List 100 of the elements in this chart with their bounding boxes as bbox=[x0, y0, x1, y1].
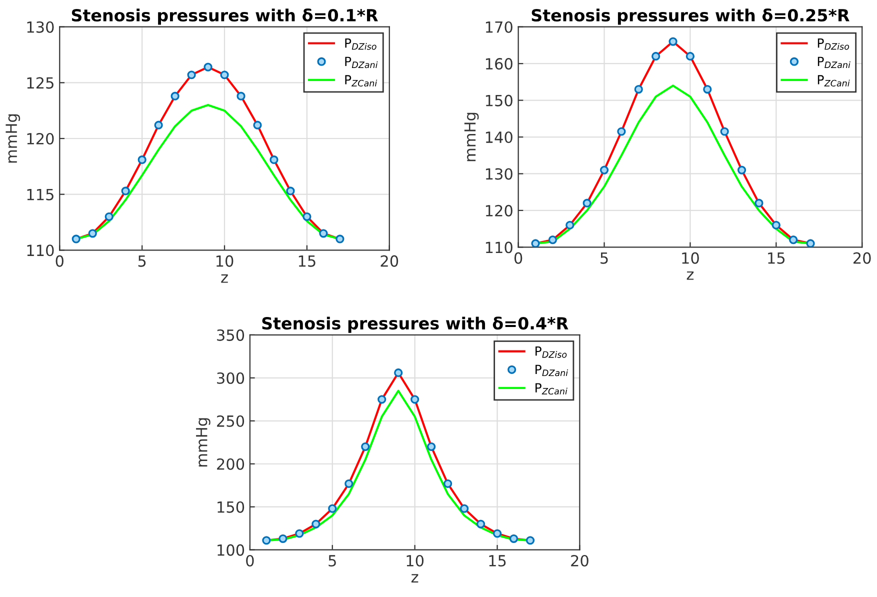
y-tick-label: 160 bbox=[486, 58, 512, 70]
point bbox=[361, 442, 370, 451]
y-tick-label: 350 bbox=[217, 329, 244, 341]
point bbox=[772, 220, 780, 230]
legend-label: P$_{DZani}$ bbox=[818, 56, 850, 68]
y-tick-label: 250 bbox=[217, 415, 244, 427]
y-tick-label: 110 bbox=[486, 242, 512, 254]
point bbox=[460, 504, 469, 513]
legend-label: P$_{ZCani}$ bbox=[345, 75, 378, 86]
point bbox=[617, 127, 626, 136]
point bbox=[668, 37, 678, 46]
point bbox=[600, 166, 609, 174]
y-tick-label: 125 bbox=[27, 77, 54, 89]
x-axis-title: z bbox=[686, 271, 694, 280]
point bbox=[492, 529, 502, 538]
point bbox=[737, 166, 746, 174]
x-tick-label: 10 bbox=[406, 554, 424, 567]
y-tick-label: 120 bbox=[486, 204, 512, 216]
y-axis-title: mmHg bbox=[6, 114, 20, 163]
point bbox=[236, 92, 246, 100]
y-tick-label: 150 bbox=[218, 501, 244, 513]
point bbox=[634, 84, 643, 94]
y-tick-label: 130 bbox=[486, 168, 512, 180]
point bbox=[789, 236, 798, 244]
x-tick-label: 20 bbox=[853, 252, 871, 264]
x-tick-label: 10 bbox=[216, 255, 234, 267]
y-tick-label: 300 bbox=[217, 372, 244, 384]
point bbox=[121, 186, 130, 196]
x-tick-label: 5 bbox=[138, 255, 146, 267]
point bbox=[220, 70, 229, 80]
x-tick-label: 10 bbox=[682, 252, 699, 264]
point bbox=[394, 368, 403, 378]
point bbox=[582, 198, 592, 208]
y-tick-label: 110 bbox=[27, 244, 54, 256]
point bbox=[509, 534, 518, 543]
point bbox=[138, 155, 146, 164]
point bbox=[286, 186, 295, 196]
x-tick-label: 15 bbox=[298, 255, 316, 267]
point bbox=[204, 62, 212, 72]
point bbox=[319, 229, 328, 238]
point bbox=[443, 479, 452, 488]
point bbox=[262, 536, 271, 545]
point bbox=[531, 239, 540, 248]
point bbox=[344, 479, 354, 488]
y-tick-label: 130 bbox=[27, 21, 54, 33]
point bbox=[410, 395, 420, 404]
point bbox=[548, 236, 557, 244]
legend-label: P$_{DZiso}$ bbox=[818, 38, 850, 50]
legend-label: P$_{DZani}$ bbox=[345, 56, 378, 68]
legend-label: P$_{DZiso}$ bbox=[536, 346, 567, 358]
y-tick-label: 150 bbox=[486, 94, 512, 106]
point bbox=[754, 198, 764, 208]
x-axis-title: z bbox=[221, 274, 228, 283]
point bbox=[187, 70, 196, 80]
x-tick-label: 5 bbox=[328, 555, 336, 567]
point bbox=[526, 536, 535, 545]
x-tick-label: 15 bbox=[489, 555, 506, 567]
y-tick-label: 170 bbox=[486, 21, 512, 33]
chart-title: Stenosis pressures with δ=0.4*R bbox=[262, 316, 568, 333]
point bbox=[336, 234, 344, 244]
point bbox=[703, 84, 712, 94]
x-tick-label: 20 bbox=[380, 255, 398, 267]
point bbox=[652, 52, 660, 61]
x-axis-title: z bbox=[411, 574, 418, 582]
chart-title: Stenosis pressures with δ=0.1*R bbox=[72, 8, 378, 25]
x-tick-label: 5 bbox=[600, 252, 608, 264]
legend-label: P$_{DZiso}$ bbox=[345, 38, 376, 50]
point bbox=[104, 212, 114, 221]
chart-title: Stenosis pressures with δ=0.25*R bbox=[532, 8, 850, 25]
point bbox=[806, 239, 815, 248]
point bbox=[278, 534, 288, 543]
legend-label: P$_{ZCani}$ bbox=[536, 383, 568, 395]
x-tick-label: 0 bbox=[514, 252, 522, 264]
point bbox=[170, 92, 180, 100]
point bbox=[427, 442, 436, 451]
point bbox=[686, 52, 695, 61]
point bbox=[88, 229, 97, 238]
x-tick-label: 0 bbox=[246, 554, 254, 567]
y-tick-label: 115 bbox=[27, 188, 54, 200]
y-tick-label: 200 bbox=[217, 458, 244, 470]
x-tick-label: 0 bbox=[56, 255, 64, 267]
point bbox=[270, 155, 278, 164]
legend-label: P$_{ZCani}$ bbox=[818, 75, 850, 86]
x-tick-label: 20 bbox=[571, 554, 588, 567]
point bbox=[720, 127, 729, 136]
point bbox=[72, 234, 80, 244]
point bbox=[328, 504, 337, 513]
point bbox=[295, 529, 304, 538]
point bbox=[253, 120, 262, 130]
y-tick-label: 120 bbox=[27, 132, 54, 145]
point bbox=[476, 520, 486, 528]
point bbox=[302, 212, 312, 221]
y-tick-label: 100 bbox=[218, 544, 244, 556]
legend-label: P$_{DZani}$ bbox=[536, 364, 568, 376]
x-tick-label: 15 bbox=[768, 252, 785, 264]
y-tick-label: 140 bbox=[486, 131, 512, 144]
y-axis-title: mmHg bbox=[464, 112, 479, 162]
point bbox=[378, 395, 386, 404]
y-axis-title: mmHg bbox=[196, 418, 210, 466]
point bbox=[154, 120, 163, 130]
